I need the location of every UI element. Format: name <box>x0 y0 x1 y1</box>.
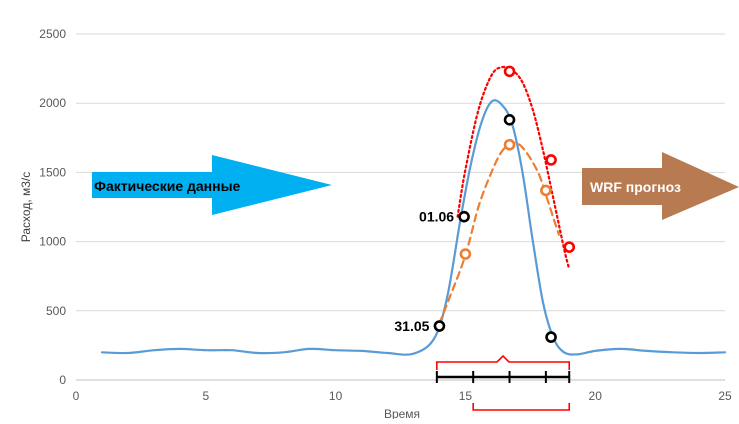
forecast-window-bracket <box>472 403 571 411</box>
y-tick-label: 0 <box>59 373 66 387</box>
y-tick-label: 2500 <box>39 27 66 41</box>
x-axis-title: Время <box>384 407 420 419</box>
forecast-dashed-line <box>438 141 560 325</box>
x-tick-label: 20 <box>589 389 603 403</box>
forecast-window-bracket <box>436 354 571 370</box>
y-axis-title: Расход, м3/с <box>19 172 33 242</box>
bracket-layer <box>435 354 571 411</box>
y-tick-label: 500 <box>46 304 66 318</box>
x-tick-label: 25 <box>718 389 732 403</box>
actual-data-arrow <box>92 155 332 215</box>
x-tick-label: 10 <box>329 389 343 403</box>
orange-point-marker <box>540 184 552 197</box>
red-point-marker <box>563 241 576 253</box>
x-tick-label: 15 <box>459 389 473 403</box>
observed-discharge-line <box>100 99 727 356</box>
x-tick-label: 0 <box>73 389 80 403</box>
label-layer: 31.05 01.06 <box>394 209 454 334</box>
y-tick-label: 1500 <box>39 165 66 179</box>
orange-point-marker <box>503 138 516 151</box>
arrow-layer: Фактические данные WRF прогноз <box>92 152 739 220</box>
wrf-forecast-arrow <box>582 152 739 220</box>
black-point-marker <box>433 320 446 332</box>
y-tick-label: 1000 <box>39 235 66 249</box>
date-annotation: 01.06 <box>419 209 454 225</box>
black-point-marker <box>503 114 516 126</box>
series-layer <box>100 65 727 356</box>
date-annotation: 31.05 <box>394 318 429 334</box>
black-point-marker <box>458 210 470 223</box>
black-point-marker <box>545 331 557 343</box>
orange-point-marker <box>459 248 472 260</box>
y-tick-label: 2000 <box>39 96 66 110</box>
red-point-marker <box>545 154 557 166</box>
x-tick-label: 5 <box>202 389 209 403</box>
actual-data-arrow-label: Фактические данные <box>94 178 241 194</box>
marker-layer <box>433 65 576 343</box>
axis-layer: 0 500 1000 1500 2000 2500 0 5 10 15 20 25 Время Расхо… <box>19 27 732 421</box>
red-point-marker <box>503 65 516 78</box>
wrf-forecast-arrow-label: WRF прогноз <box>590 179 681 195</box>
forecast-dotted-line <box>456 65 571 271</box>
